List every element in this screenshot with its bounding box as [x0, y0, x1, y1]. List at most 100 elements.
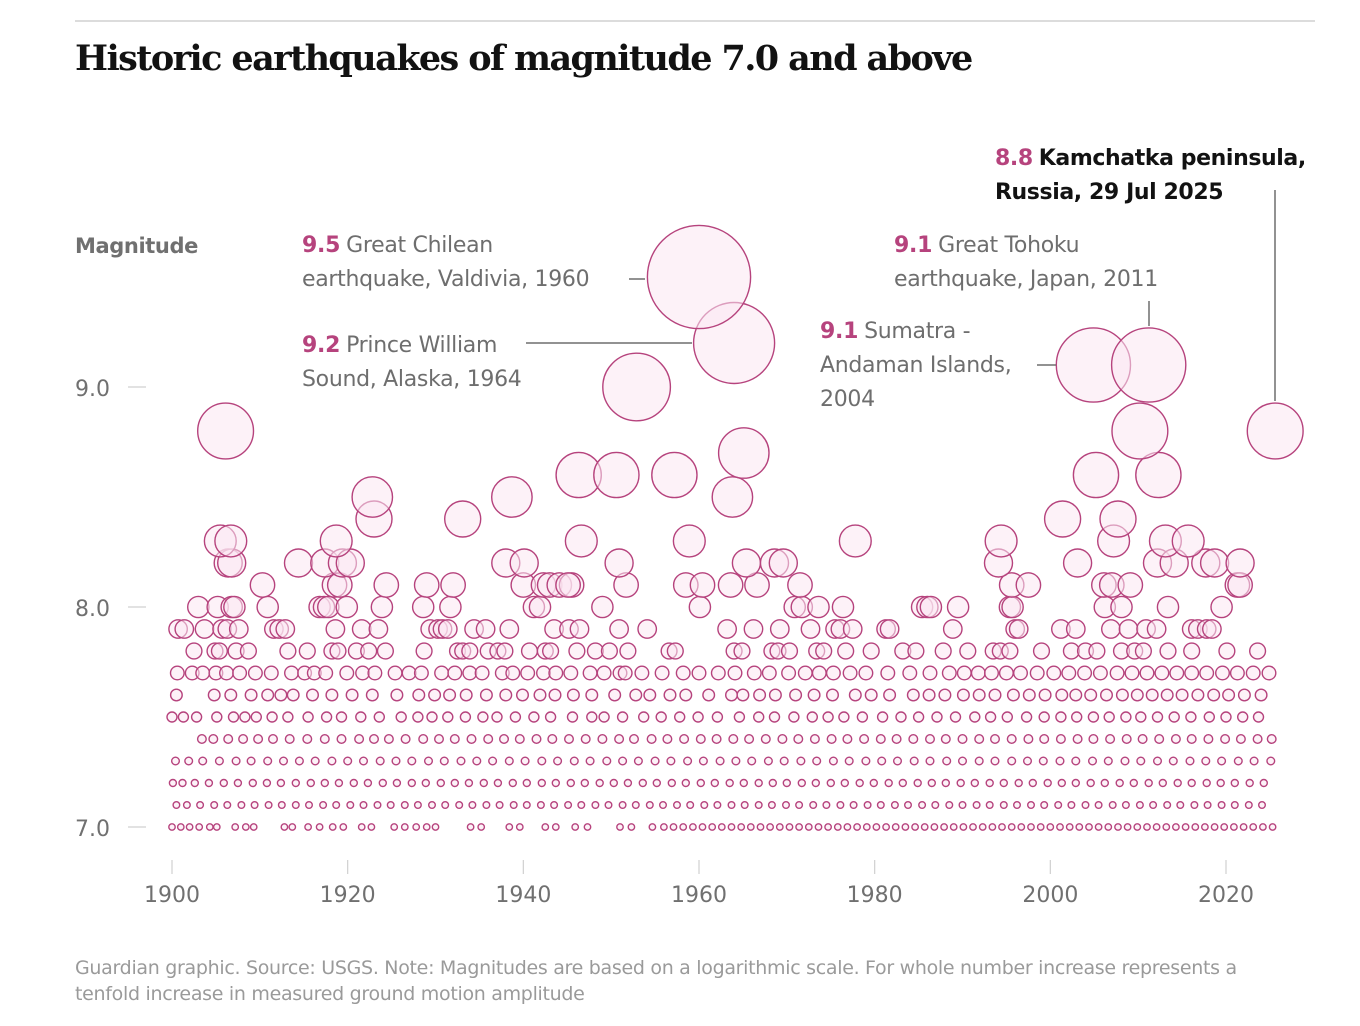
earthquake-bubble[interactable]	[879, 619, 900, 639]
earthquake-bubble[interactable]	[169, 688, 183, 702]
earthquake-bubble[interactable]	[319, 524, 353, 558]
earthquake-bubble[interactable]	[280, 823, 289, 831]
earthquake-bubble[interactable]	[1249, 823, 1258, 831]
earthquake-bubble[interactable]	[595, 778, 604, 788]
earthquake-bubble[interactable]	[387, 665, 403, 681]
earthquake-bubble[interactable]	[811, 665, 827, 681]
earthquake-bubble[interactable]	[298, 642, 316, 660]
earthquake-bubble[interactable]	[674, 711, 686, 723]
earthquake-bubble[interactable]	[482, 801, 491, 810]
earthquake-bubble[interactable]	[360, 642, 378, 660]
earthquake-bubble[interactable]	[418, 734, 429, 745]
earthquake-bubble[interactable]	[1171, 524, 1205, 558]
earthquake-bubble[interactable]	[196, 734, 207, 745]
earthquake-bubble[interactable]	[346, 801, 355, 810]
earthquake-bubble[interactable]	[1001, 711, 1013, 723]
earthquake-bubble[interactable]	[223, 801, 232, 810]
earthquake-bubble[interactable]	[1237, 688, 1251, 702]
earthquake-bubble[interactable]	[569, 756, 579, 766]
earthquake-bubble[interactable]	[522, 801, 531, 810]
earthquake-bubble[interactable]	[842, 665, 858, 681]
earthquake-bubble[interactable]	[185, 823, 194, 831]
earthquake-bubble[interactable]	[922, 688, 936, 702]
earthquake-bubble[interactable]	[505, 823, 514, 831]
earthquake-bubble[interactable]	[544, 711, 557, 723]
earthquake-bubble[interactable]	[198, 756, 208, 766]
earthquake-bubble[interactable]	[443, 688, 457, 702]
earthquake-bubble[interactable]	[700, 801, 709, 810]
earthquake-bubble[interactable]	[349, 778, 358, 788]
earthquake-bubble[interactable]	[1186, 734, 1197, 745]
earthquake-bubble[interactable]	[1103, 756, 1113, 766]
earthquake-bubble[interactable]	[655, 711, 667, 723]
earthquake-bubble[interactable]	[826, 778, 835, 788]
earthquake-bubble[interactable]	[1070, 711, 1083, 723]
earthquake-bubble[interactable]	[1072, 451, 1120, 499]
earthquake-bubble[interactable]	[958, 801, 967, 810]
earthquake-bubble[interactable]	[927, 778, 936, 788]
earthquake-bubble[interactable]	[1022, 688, 1036, 702]
earthquake-bubble[interactable]	[733, 711, 746, 723]
earthquake-bubble[interactable]	[877, 756, 887, 766]
earthquake-bubble[interactable]	[1144, 778, 1153, 788]
earthquake-bubble[interactable]	[548, 688, 562, 702]
earthquake-bubble[interactable]	[1154, 734, 1165, 745]
earthquake-bubble[interactable]	[796, 756, 806, 766]
earthquake-bubble[interactable]	[822, 801, 831, 810]
earthquake-bubble[interactable]	[1040, 801, 1049, 810]
earthquake-bubble[interactable]	[949, 823, 958, 831]
earthquake-bubble[interactable]	[1229, 665, 1245, 681]
earthquake-bubble[interactable]	[424, 756, 434, 766]
earthquake-bubble[interactable]	[1252, 711, 1265, 723]
earthquake-bubble[interactable]	[836, 801, 845, 810]
earthquake-bubble[interactable]	[998, 823, 1006, 831]
earthquake-bubble[interactable]	[913, 778, 922, 788]
earthquake-bubble[interactable]	[958, 756, 968, 766]
earthquake-bubble[interactable]	[368, 619, 389, 639]
earthquake-bubble[interactable]	[276, 778, 286, 788]
earthquake-bubble[interactable]	[1152, 823, 1161, 831]
earthquake-bubble[interactable]	[1156, 595, 1180, 619]
earthquake-bubble[interactable]	[370, 595, 394, 619]
earthquake-bubble[interactable]	[807, 688, 821, 702]
earthquake-bubble[interactable]	[863, 801, 872, 810]
earthquake-bubble[interactable]	[176, 823, 185, 831]
earthquake-bubble[interactable]	[1170, 734, 1181, 745]
earthquake-bubble[interactable]	[972, 801, 981, 810]
earthquake-bubble[interactable]	[631, 801, 640, 810]
earthquake-bubble[interactable]	[335, 595, 359, 619]
earthquake-bubble[interactable]	[978, 823, 987, 831]
earthquake-bubble[interactable]	[1135, 711, 1147, 723]
earthquake-bubble[interactable]	[1014, 778, 1023, 788]
earthquake-bubble[interactable]	[1055, 711, 1067, 723]
earthquake-bubble[interactable]	[563, 665, 579, 681]
earthquake-bubble[interactable]	[717, 619, 737, 639]
earthquake-bubble[interactable]	[1071, 778, 1081, 788]
earthquake-bubble[interactable]	[1056, 823, 1064, 831]
earthquake-bubble[interactable]	[775, 823, 784, 831]
earthquake-bubble[interactable]	[931, 801, 940, 810]
earthquake-bubble[interactable]	[1235, 734, 1246, 745]
earthquake-bubble[interactable]	[190, 778, 200, 788]
earthquake-bubble[interactable]	[283, 548, 314, 578]
earthquake-bubble[interactable]	[168, 823, 176, 831]
earthquake-bubble[interactable]	[1143, 823, 1151, 831]
earthquake-bubble[interactable]	[737, 823, 746, 831]
earthquake-bubble[interactable]	[666, 642, 684, 660]
earthquake-bubble[interactable]	[1023, 756, 1033, 766]
earthquake-bubble[interactable]	[407, 778, 416, 788]
earthquake-bubble[interactable]	[880, 665, 896, 681]
earthquake-bubble[interactable]	[1230, 823, 1238, 831]
earthquake-bubble[interactable]	[284, 665, 300, 681]
earthquake-bubble[interactable]	[1184, 665, 1200, 681]
earthquake-bubble[interactable]	[1168, 756, 1178, 766]
earthquake-bubble[interactable]	[876, 711, 889, 723]
earthquake-bubble[interactable]	[882, 823, 890, 831]
earthquake-bubble[interactable]	[616, 823, 624, 831]
earthquake-bubble[interactable]	[434, 665, 450, 681]
earthquake-bubble[interactable]	[277, 801, 286, 810]
earthquake-bubble[interactable]	[248, 778, 258, 788]
earthquake-bubble[interactable]	[1104, 823, 1113, 831]
earthquake-bubble[interactable]	[310, 756, 320, 766]
earthquake-bubble[interactable]	[811, 778, 820, 788]
